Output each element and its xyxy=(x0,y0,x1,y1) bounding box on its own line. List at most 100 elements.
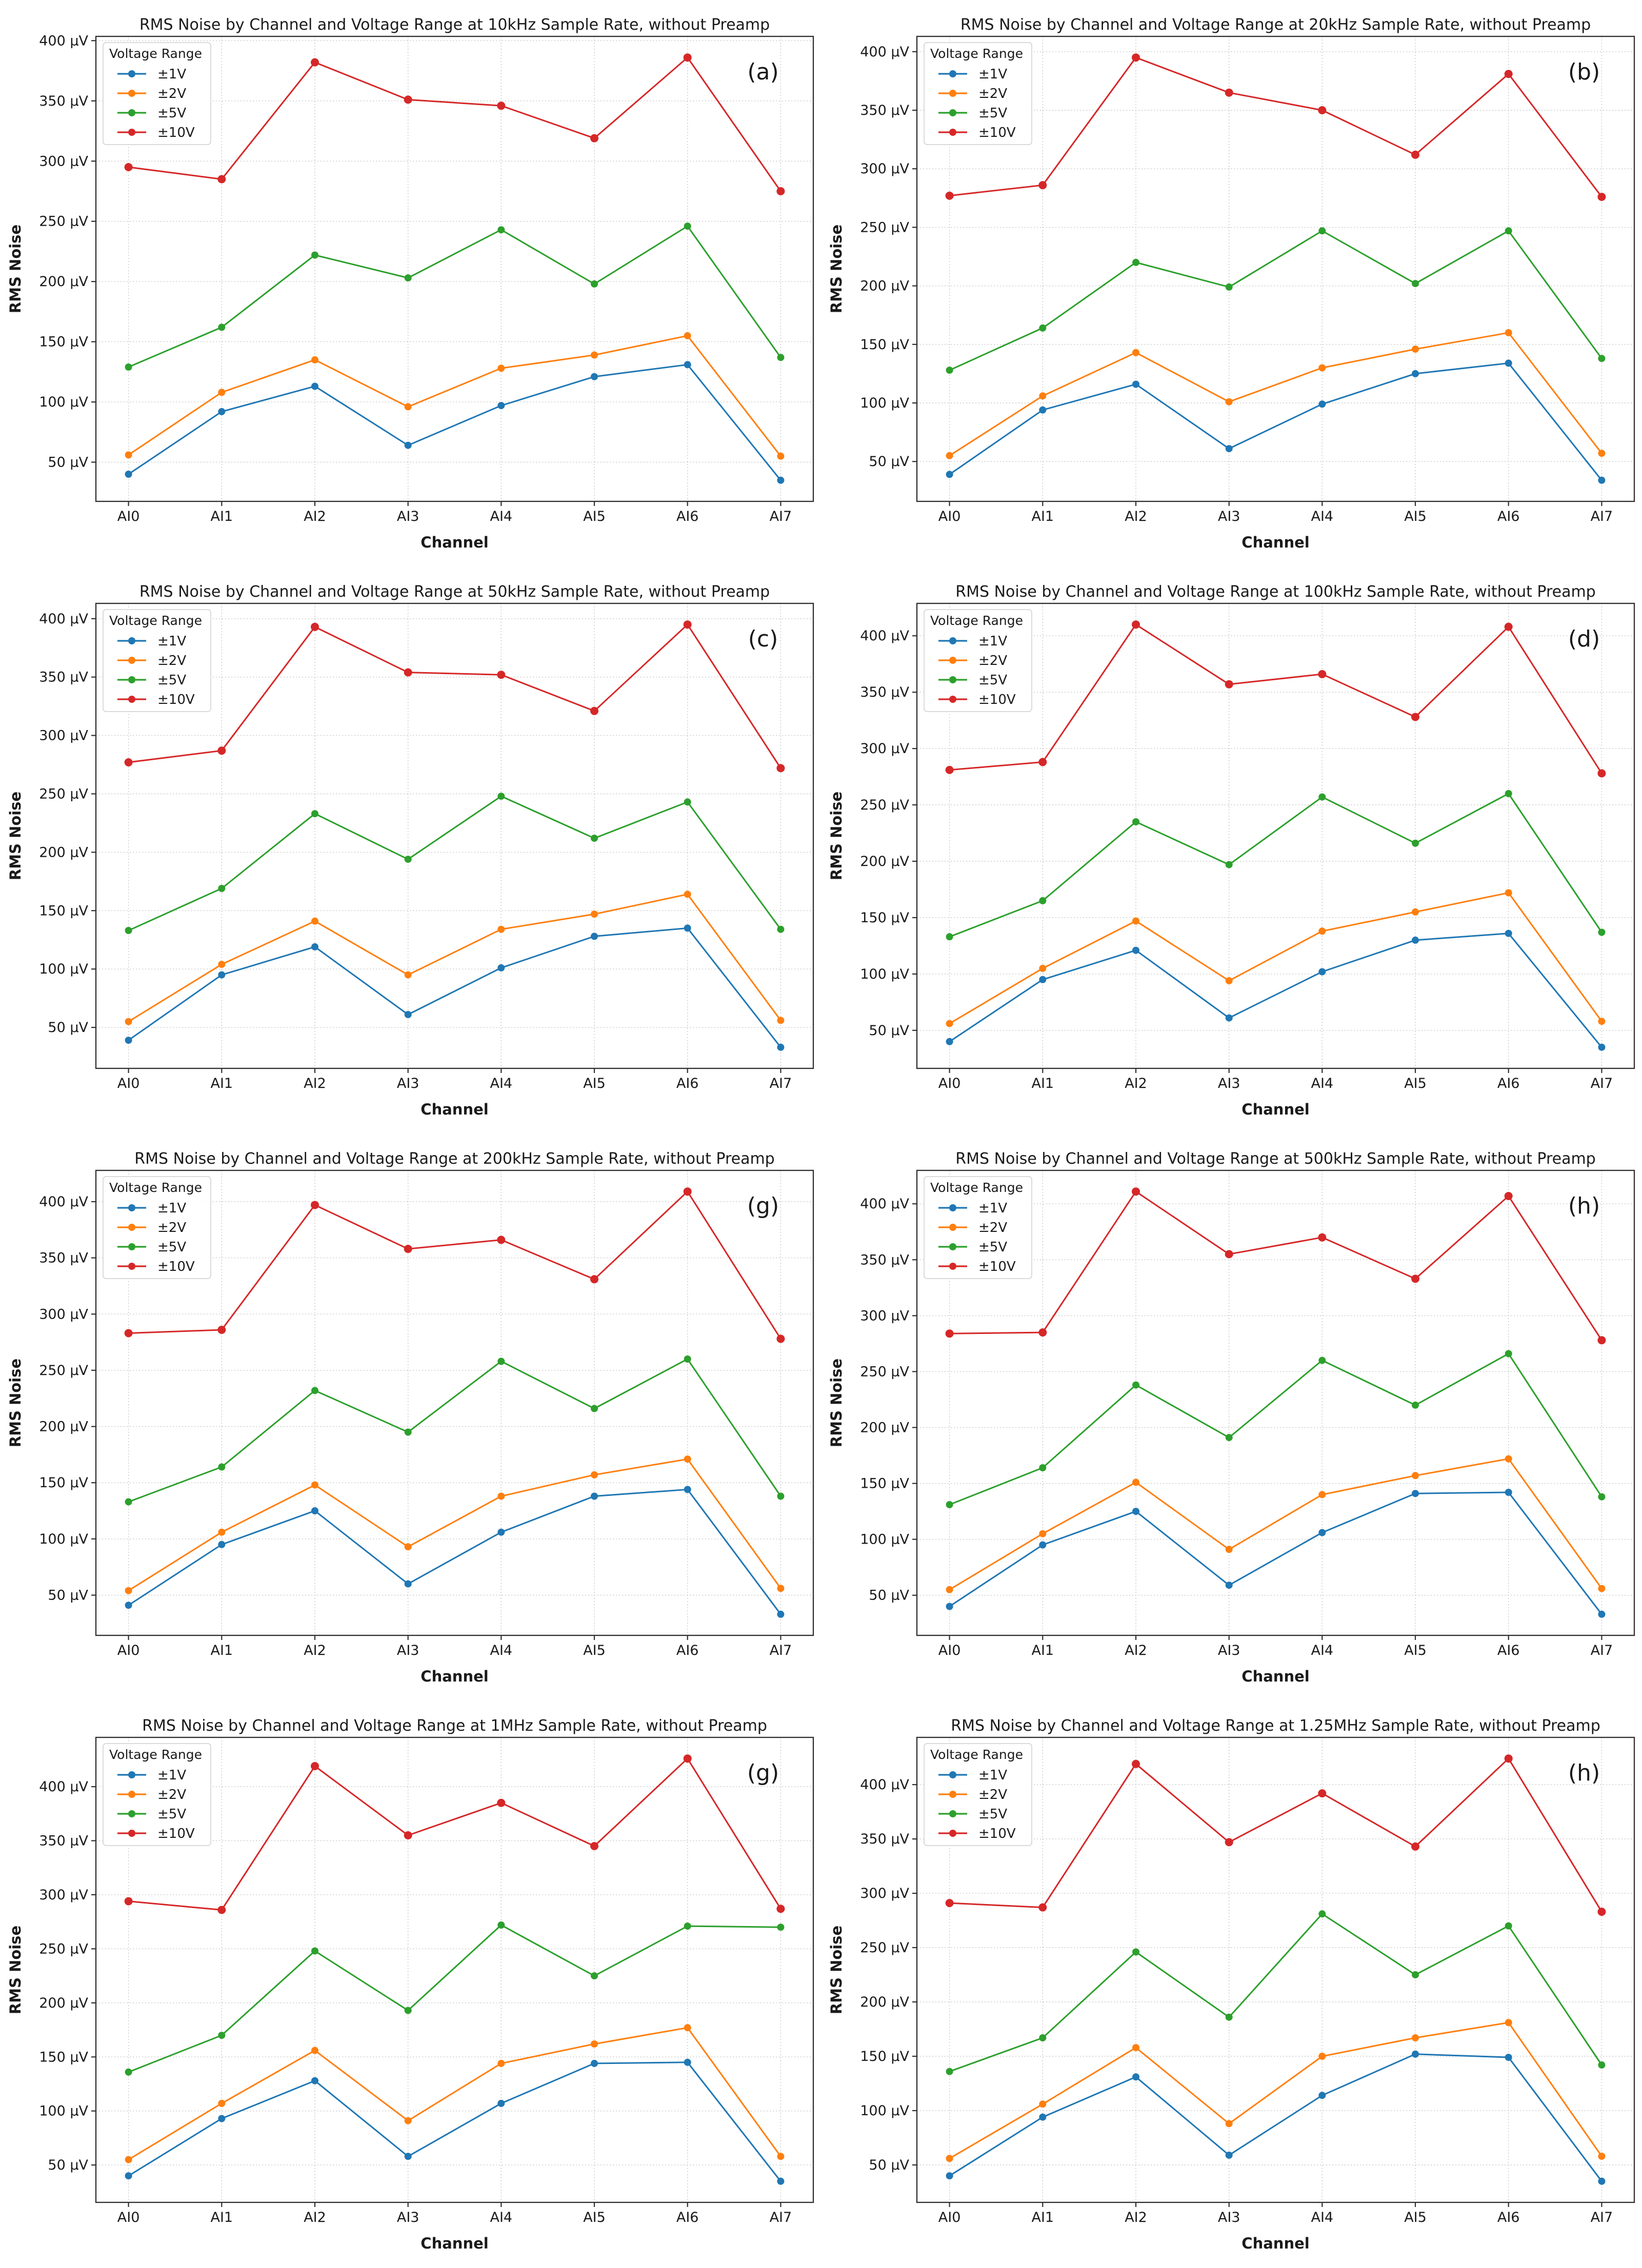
series-point xyxy=(1505,2054,1512,2061)
series-line xyxy=(949,1491,1603,1615)
series-point xyxy=(777,1610,785,1618)
legend-swatch-dot xyxy=(128,1224,135,1231)
series-line xyxy=(949,933,1603,1048)
legend-swatch-dot xyxy=(128,70,135,77)
y-tick-label: 300 µV xyxy=(39,728,88,744)
series-point xyxy=(1225,1582,1233,1589)
series-point xyxy=(590,706,598,715)
x-tick-label: AI5 xyxy=(583,1076,606,1091)
y-tick-label: 200 µV xyxy=(860,1420,909,1436)
legend-swatch-dot xyxy=(949,657,956,664)
series-point xyxy=(217,1906,226,1914)
series-point xyxy=(125,2156,132,2163)
series-point xyxy=(311,1481,318,1489)
x-tick-label: AI4 xyxy=(490,2210,512,2225)
legend-swatch-dot xyxy=(949,637,956,644)
legend-entry: ±5V xyxy=(117,673,186,688)
legend-entry: ±1V xyxy=(117,1201,186,1216)
panel-letter: (g) xyxy=(747,1193,779,1219)
series-point xyxy=(497,402,505,410)
series-line xyxy=(128,1757,782,1911)
series-point xyxy=(311,2047,318,2054)
series-point xyxy=(684,1486,691,1493)
legend-entry-label: ±2V xyxy=(157,86,186,102)
chart-panel-8-1.25MHz: AI0 AI1 AI2 AI3 AI4 AI5 AI6 AI7 50 µV 100 µV 150 µ… xyxy=(821,1701,1642,2268)
y-tick-label: 250 µV xyxy=(860,1940,909,1956)
y-tick-label: 150 µV xyxy=(39,2049,88,2065)
chart-panel-3-50kHz: AI0 AI1 AI2 AI3 AI4 AI5 AI6 AI7 50 µV 100 µV 150 µ… xyxy=(0,567,821,1134)
legend-title: Voltage Range xyxy=(930,613,1023,628)
y-tick-label: 200 µV xyxy=(39,274,88,290)
x-tick-label: AI6 xyxy=(676,1643,699,1658)
panel-letter: (b) xyxy=(1568,59,1600,85)
legend-entry: ±2V xyxy=(117,1787,186,1803)
chart-svg: AI0 AI1 AI2 AI3 AI4 AI5 AI6 AI7 50 µV 100 µV 150 µ… xyxy=(7,1717,814,2252)
series-point xyxy=(311,1507,318,1514)
series-line xyxy=(949,56,1603,197)
y-tick-label: 100 µV xyxy=(39,961,88,977)
y-tick-label: 100 µV xyxy=(39,1531,88,1547)
series-point xyxy=(777,1492,785,1500)
series-point xyxy=(590,134,598,143)
series-point xyxy=(946,471,953,478)
series-point xyxy=(777,1017,785,1024)
y-tick-label: 250 µV xyxy=(860,1364,909,1380)
series-point xyxy=(125,363,132,371)
series-line xyxy=(128,335,782,457)
legend-entry-label: ±2V xyxy=(978,653,1007,669)
series-point xyxy=(497,1358,505,1365)
legend-entry: ±5V xyxy=(938,673,1007,688)
series-point xyxy=(1412,1401,1419,1409)
x-tick-label: AI0 xyxy=(117,2210,140,2225)
series-point xyxy=(1411,150,1419,159)
series-point xyxy=(1225,1014,1233,1022)
legend-entry: ±5V xyxy=(117,1807,186,1822)
y-tick-label: 100 µV xyxy=(860,966,909,982)
series-point xyxy=(776,764,785,773)
legend-entry: ±10V xyxy=(938,692,1016,707)
legend-swatch-dot xyxy=(128,1791,135,1798)
legend-swatch-dot xyxy=(949,1791,956,1798)
x-tick-label: AI2 xyxy=(304,2210,326,2225)
x-tick-label: AI3 xyxy=(1218,2210,1240,2225)
y-tick-label: 350 µV xyxy=(39,93,88,109)
x-tick-label: AI1 xyxy=(1031,509,1054,524)
series-point xyxy=(1412,346,1419,353)
series-point xyxy=(311,1762,319,1770)
series-point xyxy=(1225,88,1233,97)
legend-entry-label: ±1V xyxy=(978,1201,1007,1216)
series-point xyxy=(1598,355,1606,362)
series-point xyxy=(1318,927,1326,935)
y-tick-label: 400 µV xyxy=(860,1777,909,1793)
legend: Voltage Range ±1V ±2V ±5V ±10V xyxy=(924,42,1032,145)
legend-entry: ±5V xyxy=(938,106,1007,121)
series-point xyxy=(1412,908,1419,916)
series-point xyxy=(1412,2034,1419,2041)
x-tick-label: AI3 xyxy=(397,2210,419,2225)
series-point xyxy=(591,1972,598,1980)
series-point xyxy=(311,1947,318,1955)
series-point xyxy=(218,2032,226,2039)
chart-svg: AI0 AI1 AI2 AI3 AI4 AI5 AI6 AI7 50 µV 100 µV 150 µ… xyxy=(7,583,814,1118)
series-point xyxy=(404,856,412,863)
series-point xyxy=(311,251,318,259)
chart-panel-2-20kHz: AI0 AI1 AI2 AI3 AI4 AI5 AI6 AI7 50 µV 100 µV 150 µ… xyxy=(821,0,1642,567)
series-point xyxy=(591,1492,598,1500)
legend-swatch-dot xyxy=(949,1243,956,1250)
axis-spine xyxy=(916,35,1635,502)
legend-entry-label: ±2V xyxy=(157,1220,186,1236)
legend-swatch-dot xyxy=(128,637,135,644)
x-tick-label: AI4 xyxy=(1311,2210,1333,2225)
series-line xyxy=(128,623,782,769)
y-tick-label: 150 µV xyxy=(39,1475,88,1491)
series-point xyxy=(497,1236,506,1244)
series-point xyxy=(311,356,318,363)
series-point xyxy=(1038,758,1047,766)
series-point xyxy=(1318,793,1326,801)
series-point xyxy=(1225,1250,1233,1259)
series-point xyxy=(946,933,953,941)
y-tick-label: 300 µV xyxy=(860,741,909,757)
chart-title: RMS Noise by Channel and Voltage Range a… xyxy=(134,1150,774,1168)
legend-entry-label: ±1V xyxy=(157,1768,186,1783)
series-point xyxy=(311,2077,318,2084)
